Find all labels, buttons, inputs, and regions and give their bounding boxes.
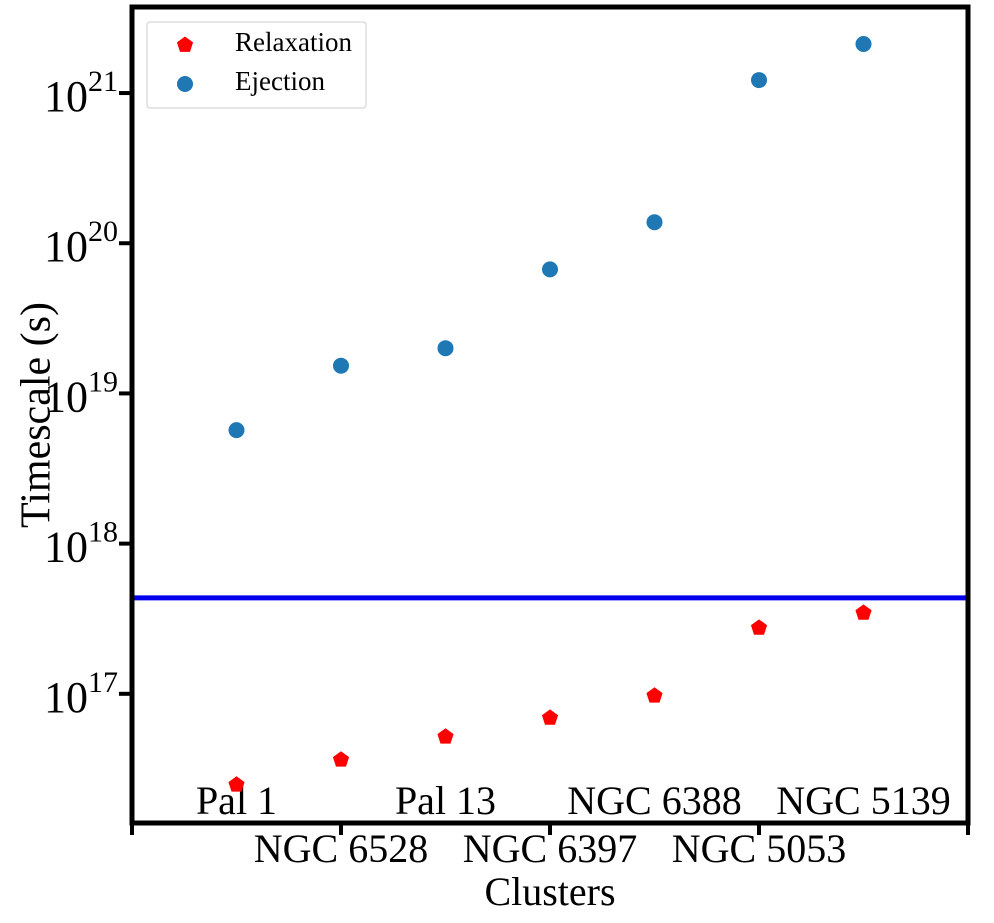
point (750, 619, 768, 635)
point (333, 357, 349, 374)
point (332, 751, 350, 767)
point (542, 261, 558, 278)
x-tick-label: NGC 5053 (672, 826, 846, 871)
y-tick-label: 1018 (44, 516, 118, 572)
y-tick-label: 1017 (44, 666, 118, 722)
legend-marker (176, 36, 194, 52)
point (437, 728, 454, 744)
x-tick-label: NGC 6388 (567, 778, 741, 823)
y-tick-label: 1020 (44, 215, 118, 271)
x-tick-label: Pal 13 (395, 778, 496, 823)
point (228, 776, 245, 792)
legend: Relaxation Ejection (146, 21, 367, 109)
plot-frame (129, 4, 971, 826)
point (646, 687, 663, 703)
y-tick-label: 1021 (44, 65, 118, 121)
legend-label: Relaxation (235, 27, 352, 57)
legend-label: Ejection (235, 66, 325, 96)
legend-marker (177, 76, 193, 92)
point (751, 72, 767, 89)
legend-box (146, 21, 367, 109)
point (228, 422, 245, 439)
y-tick-label: 1019 (44, 365, 118, 421)
y-axis-label: Timescale (s) (14, 302, 60, 528)
point (541, 709, 559, 725)
point (855, 604, 872, 620)
x-tick-label: NGC 6397 (463, 826, 637, 871)
x-tick-label: NGC 6528 (254, 826, 428, 871)
point (437, 340, 454, 357)
point (646, 214, 663, 231)
point (855, 36, 872, 53)
x-axis-label: Clusters (484, 869, 615, 914)
x-tick-label: NGC 5139 (776, 778, 950, 823)
